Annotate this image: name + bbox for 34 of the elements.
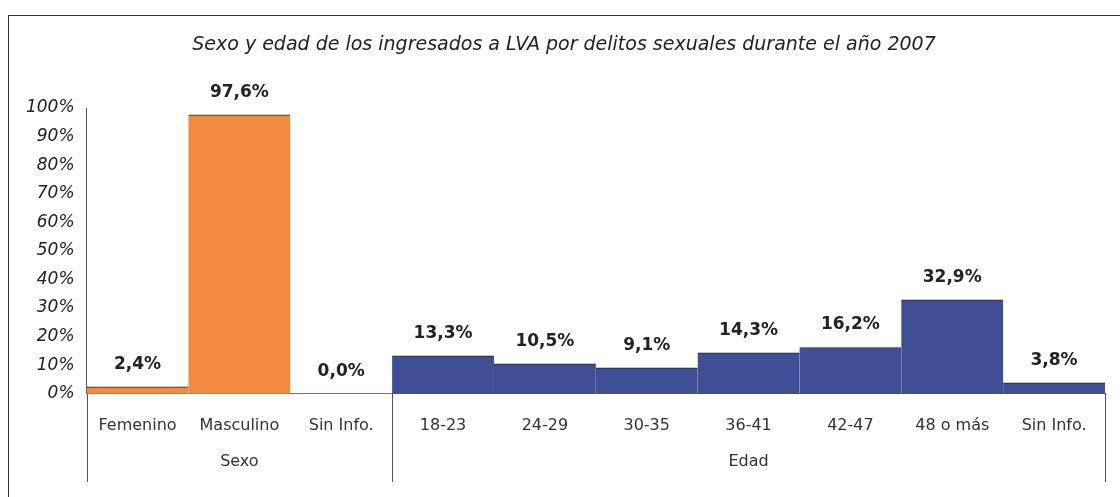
y-tick-label: 20% xyxy=(36,325,75,346)
data-label: 3,8% xyxy=(1030,348,1078,369)
y-tick-label: 100% xyxy=(25,96,75,117)
y-tick-label: 10% xyxy=(36,353,75,374)
data-label: 0,0% xyxy=(317,359,365,380)
data-label: 13,3% xyxy=(413,321,473,342)
y-tick-label: 70% xyxy=(36,182,75,203)
y-tick-label: 40% xyxy=(36,267,75,288)
x-tick-label: 42-47 xyxy=(827,414,874,434)
y-tick-label: 30% xyxy=(36,296,75,317)
x-tick-label: Sin Info. xyxy=(308,414,374,434)
x-tick-label: Femenino xyxy=(98,414,177,434)
x-tick-label: 30-35 xyxy=(623,414,670,434)
y-tick-label: 60% xyxy=(36,210,75,231)
data-label: 97,6% xyxy=(209,80,269,101)
y-tick-label: 80% xyxy=(36,153,75,174)
text: Sexo xyxy=(220,451,259,471)
y-tick-label: 90% xyxy=(36,125,75,145)
data-label: 14,3% xyxy=(719,318,779,339)
y-tick-label: 50% xyxy=(36,239,75,260)
x-tick-label: 36-41 xyxy=(725,414,772,434)
x-tick-label: 24-29 xyxy=(521,414,569,434)
data-label: 16,2% xyxy=(820,313,880,334)
x-tick-label: Masculino xyxy=(199,414,280,434)
x-tick-label: 18-23 xyxy=(419,414,467,434)
y-tick-label: 0% xyxy=(47,382,75,403)
data-label: 9,1% xyxy=(623,333,671,354)
data-label: 32,9% xyxy=(922,265,982,286)
chart-title: Sexo y edad de los ingresados a LVA por delitos sexuales durante el año 2007 xyxy=(191,32,937,54)
data-label: 10,5% xyxy=(515,329,575,350)
x-tick-label: Sin Info. xyxy=(1021,414,1087,434)
text: Edad xyxy=(728,451,769,471)
x-tick-label: 48 o más xyxy=(915,414,990,434)
data-label: 2,4% xyxy=(113,352,162,373)
